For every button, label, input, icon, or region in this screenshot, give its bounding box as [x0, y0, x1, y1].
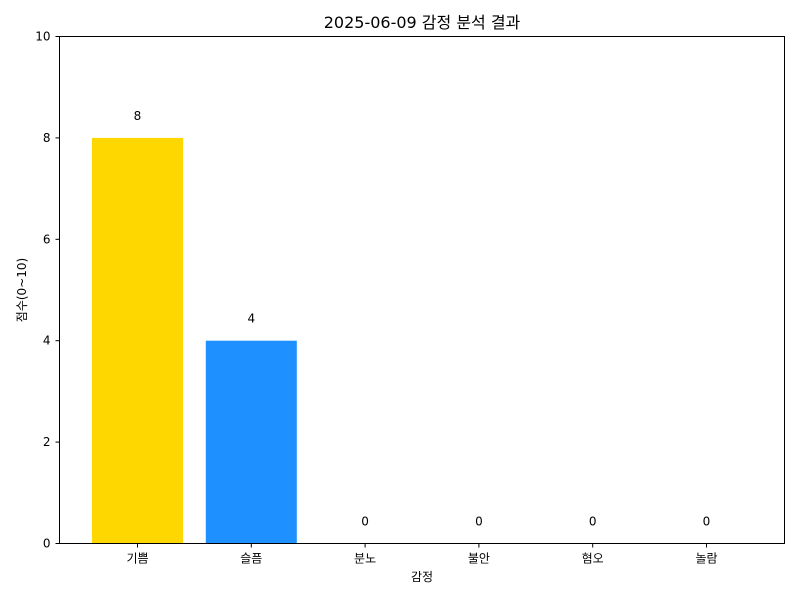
bar-1 — [92, 137, 183, 544]
x-axis-label: 감정 — [411, 570, 433, 584]
y-tick-label-5: 10 — [35, 30, 50, 44]
data-label-1: 8 — [134, 109, 142, 123]
x-tick-label-6: 놀람 — [695, 552, 717, 566]
data-label-2: 4 — [247, 312, 255, 326]
y-axis-label: 점수(0~10) — [15, 258, 29, 322]
y-tick-label-4: 8 — [43, 131, 51, 145]
y-tick-label-0: 0 — [43, 537, 51, 551]
y-axis-ticks: 0 2 4 6 8 10 — [35, 30, 60, 551]
x-tick-label-5: 혐오 — [582, 552, 604, 566]
y-tick-label-2: 4 — [43, 334, 51, 348]
data-label-6: 0 — [703, 515, 711, 529]
data-labels-group: 8 4 0 0 0 0 — [134, 109, 711, 529]
y-tick-label-1: 2 — [43, 435, 51, 449]
x-tick-label-2: 슬픔 — [240, 552, 262, 566]
bar-2 — [205, 340, 297, 544]
chart-title: 2025-06-09 감정 분석 결과 — [324, 13, 521, 32]
y-tick-label-3: 6 — [43, 232, 51, 246]
data-label-5: 0 — [589, 515, 597, 529]
x-axis-ticks: 기쁨 슬픔 분노 불안 혐오 놀람 — [126, 543, 718, 566]
x-tick-label-4: 불안 — [468, 552, 490, 566]
bars-group — [92, 137, 297, 544]
x-tick-label-1: 기쁨 — [126, 552, 148, 566]
data-label-4: 0 — [475, 515, 483, 529]
x-tick-label-3: 분노 — [354, 552, 376, 566]
data-label-3: 0 — [361, 515, 369, 529]
plot-area-frame — [59, 36, 785, 544]
